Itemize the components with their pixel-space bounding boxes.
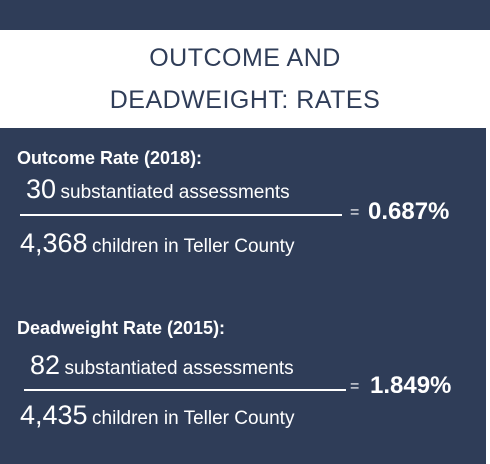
- outcome-numerator-text: substantiated assessments: [60, 182, 290, 203]
- outcome-equals-sign: =: [350, 204, 360, 221]
- deadweight-fraction-bar: [24, 389, 346, 391]
- deadweight-denominator-text: children in Teller County: [92, 408, 295, 429]
- outcome-numerator-value: 30: [26, 174, 57, 204]
- deadweight-numerator-value: 82: [30, 350, 61, 380]
- deadweight-denominator: 4,435 children in Teller County: [20, 400, 294, 431]
- deadweight-numerator-text: substantiated assessments: [64, 358, 294, 379]
- top-bar: [0, 0, 490, 30]
- outcome-numerator: 30 substantiated assessments: [26, 174, 290, 205]
- deadweight-denominator-value: 4,435: [20, 400, 88, 430]
- title-area: OUTCOME AND DEADWEIGHT: RATES: [0, 30, 490, 128]
- outcome-denominator-value: 4,368: [20, 228, 88, 258]
- rates-panel: Outcome Rate (2018): 30 substantiated as…: [0, 128, 486, 464]
- outcome-denominator-text: children in Teller County: [92, 236, 295, 257]
- deadweight-numerator: 82 substantiated assessments: [30, 350, 294, 381]
- title-line-2: DEADWEIGHT: RATES: [109, 86, 381, 114]
- outcome-rate-result: 0.687%: [368, 198, 450, 225]
- deadweight-rate-result: 1.849%: [370, 372, 452, 399]
- outcome-denominator: 4,368 children in Teller County: [20, 228, 294, 259]
- outcome-rate-heading: Outcome Rate (2018):: [17, 148, 203, 168]
- outcome-fraction-bar: [20, 214, 342, 216]
- deadweight-rate-heading: Deadweight Rate (2015):: [17, 318, 226, 338]
- title-line-1: OUTCOME AND: [149, 44, 341, 72]
- deadweight-equals-sign: =: [350, 378, 360, 395]
